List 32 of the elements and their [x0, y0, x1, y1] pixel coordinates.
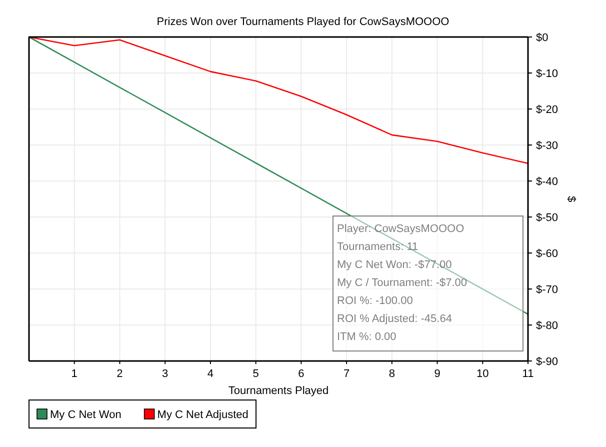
chart-title: Prizes Won over Tournaments Played for CowSaysMOOOO [156, 16, 450, 28]
x-tick-label: 3 [162, 368, 168, 380]
y2-tick-label: $-60 [536, 248, 558, 260]
y2-tick-label: $-90 [536, 356, 558, 368]
x-tick-label: 11 [522, 368, 534, 380]
annotation: ROI %: -100.00 [337, 295, 413, 307]
y2-tick-label: $-70 [536, 284, 558, 296]
x-tick-label: 5 [252, 368, 259, 380]
y2-tick-label: $-30 [536, 140, 558, 152]
x-tick-label: 8 [388, 368, 395, 380]
y2-tick-label: $-20 [536, 104, 558, 116]
x-tick-label: 9 [434, 368, 440, 380]
y2-tick-label: $-10 [536, 68, 558, 80]
annotation: Tournaments: 11 [337, 241, 418, 253]
x-tick-label: 1 [71, 368, 78, 380]
y2-tick-label: $-80 [536, 320, 558, 332]
annotation: ITM %: 0.00 [337, 331, 396, 343]
x-tick-label: 10 [476, 368, 489, 380]
y2-tick-label: $-50 [536, 212, 558, 224]
legend-label: My C Net Won [50, 409, 122, 421]
y2-tick-label: $0 [536, 32, 548, 44]
x-tick-label: 7 [343, 368, 350, 380]
y2-tick-label: $-40 [536, 176, 558, 188]
annotation: ROI % Adjusted: -45.64 [337, 313, 452, 325]
x-axis-title: Tournaments Played [228, 385, 329, 397]
legend-label: My C Net Adjusted [157, 409, 248, 421]
annotation: Player: CowSaysMOOOO [337, 223, 465, 235]
annotation: My C / Tournament: -$7.00 [337, 277, 468, 289]
x-tick-label: 4 [207, 368, 214, 380]
x-tick-label: 6 [298, 368, 304, 380]
y2-axis-title: $ [565, 196, 577, 202]
x-tick-label: 2 [116, 368, 123, 380]
